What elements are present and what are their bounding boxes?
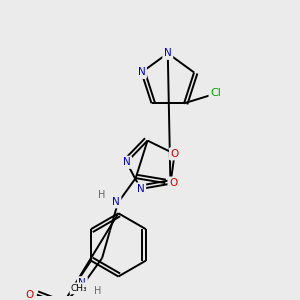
Text: O: O [170, 149, 179, 159]
Text: N: N [137, 184, 145, 194]
Text: N: N [112, 197, 120, 207]
Text: O: O [169, 178, 177, 188]
Text: H: H [98, 190, 106, 200]
Text: N: N [138, 68, 146, 77]
Text: N: N [164, 48, 172, 58]
Text: H: H [94, 286, 102, 296]
Text: O: O [25, 290, 33, 300]
Text: Cl: Cl [210, 88, 221, 98]
Text: CH₃: CH₃ [71, 284, 88, 293]
Text: N: N [79, 278, 86, 288]
Text: N: N [123, 157, 130, 167]
